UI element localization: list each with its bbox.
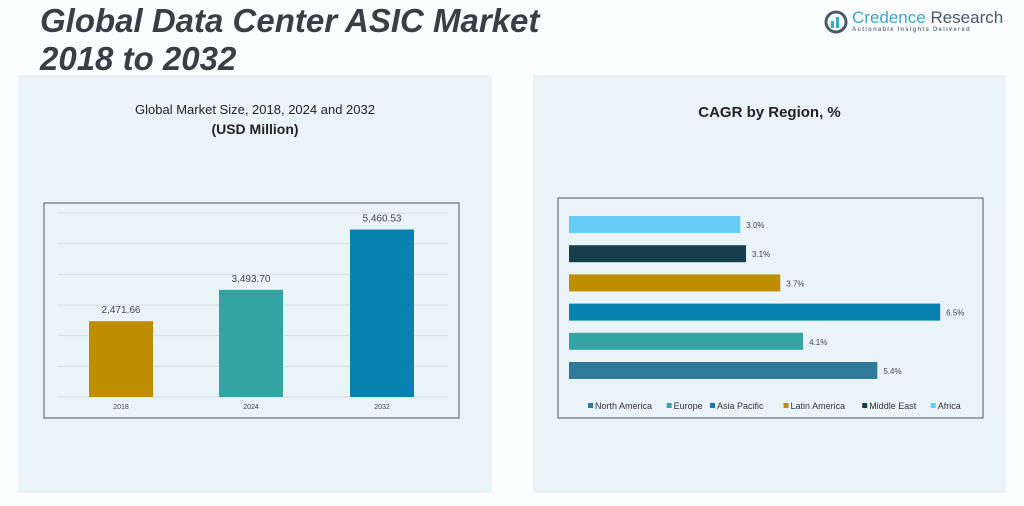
hbar-middle-east — [569, 245, 747, 263]
legend-item: North America — [595, 401, 652, 411]
cagr-chart-frame — [557, 197, 984, 419]
data-label: 3.1% — [752, 250, 770, 259]
market-chart-title: Global Market Size, 2018, 2024 and 2032 — [135, 102, 375, 117]
data-label: 5.4% — [883, 367, 901, 376]
hbar-asia-pacific — [569, 303, 941, 321]
title-line-1: Global Data Center ASIC Market — [40, 2, 540, 39]
logo-name-1: Credence — [852, 8, 926, 27]
page-title: Global Data Center ASIC Market 2018 to 2… — [40, 2, 539, 78]
data-label: 2,471.66 — [102, 305, 141, 316]
legend-item: Africa — [938, 401, 961, 411]
market-chart-frame — [43, 202, 460, 419]
legend-item: Asia Pacific — [717, 401, 764, 411]
credence-research-logo: Credence Research Actionable Insights De… — [824, 8, 1004, 38]
logo-name-2: Research — [925, 8, 1004, 27]
x-tick-label: 2024 — [243, 404, 259, 411]
legend-swatch — [666, 403, 672, 408]
bar-2032 — [350, 229, 414, 397]
data-label: 6.5% — [946, 309, 964, 318]
legend-swatch — [783, 403, 789, 408]
logo-tagline: Actionable Insights Delivered — [852, 27, 971, 33]
data-label: 3,493.70 — [232, 274, 271, 285]
x-tick-label: 2032 — [374, 404, 390, 411]
bar-2024 — [219, 289, 283, 397]
bar-2018 — [89, 321, 153, 397]
market-chart-subtitle: (USD Million) — [211, 121, 299, 137]
legend-item: Latin America — [791, 401, 846, 411]
logo-chart-icon — [824, 10, 848, 34]
logo-name: Credence Research — [852, 8, 1003, 28]
hbar-africa — [569, 216, 741, 233]
data-label: 3.0% — [746, 221, 764, 230]
hbar-north-america — [569, 362, 878, 379]
legend-swatch — [709, 403, 715, 408]
legend-swatch — [930, 403, 936, 408]
data-label: 4.1% — [809, 338, 827, 347]
hbar-europe — [569, 332, 804, 350]
cagr-chart-title: CAGR by Region, % — [698, 104, 841, 121]
x-tick-label: 2018 — [113, 404, 129, 411]
data-label: 5,460.53 — [363, 214, 402, 225]
legend-swatch — [588, 403, 593, 408]
legend-item: Middle East — [869, 401, 917, 411]
title-line-2: 2018 to 2032 — [40, 40, 237, 77]
legend-item: Europe — [674, 401, 703, 411]
hbar-latin-america — [569, 274, 781, 292]
legend-swatch — [862, 403, 868, 408]
data-label: 3.7% — [786, 279, 804, 288]
